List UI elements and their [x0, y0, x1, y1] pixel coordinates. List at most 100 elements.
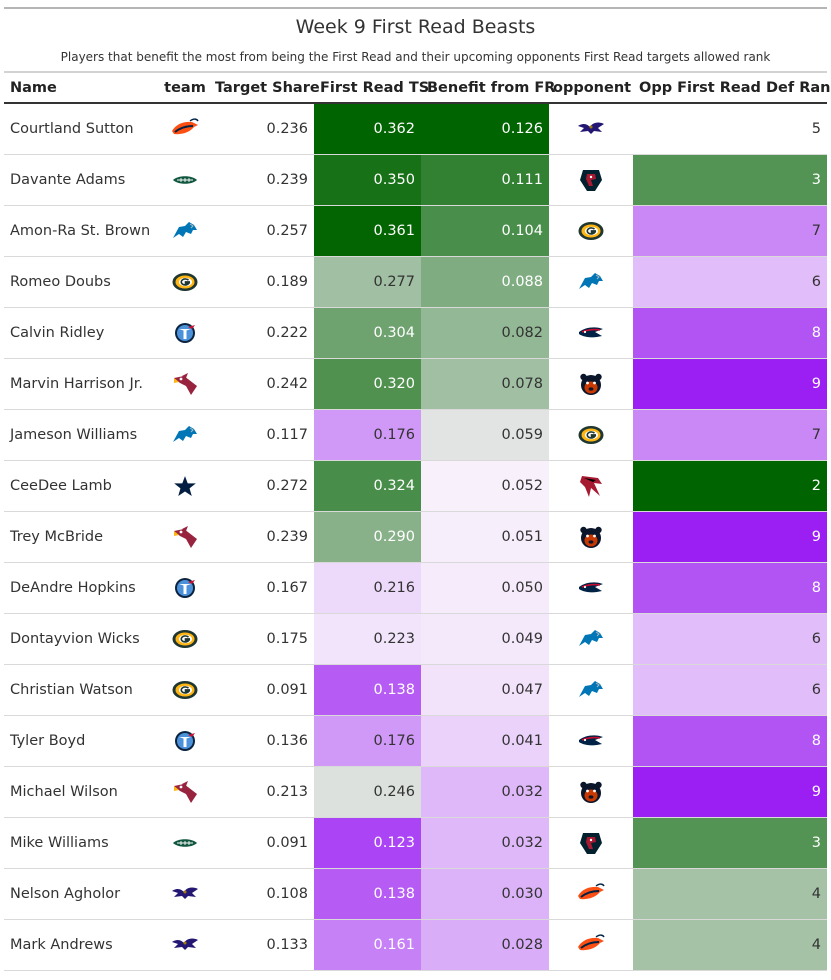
opponent-cell: [549, 715, 633, 767]
team-logo-hou-icon: [580, 833, 602, 854]
opp-rank-cell: 9: [633, 766, 827, 818]
player-name-cell: Marvin Harrison Jr.: [4, 358, 161, 410]
target-share-cell: 0.222: [209, 307, 314, 359]
team-logo-den-icon: [578, 883, 605, 900]
team-cell: [161, 358, 209, 410]
first-read-ts-cell: 0.304: [314, 307, 421, 359]
player-name-cell: Courtland Sutton: [4, 103, 161, 155]
opponent-cell: [549, 205, 633, 257]
player-name-cell: DeAndre Hopkins: [4, 562, 161, 614]
opp-rank-cell: 3: [633, 154, 827, 206]
team-logo-dal-icon: [171, 473, 199, 498]
col-header-rank: Opp First Read Def Rank: [633, 74, 831, 104]
player-name-cell: Tyler Boyd: [4, 715, 161, 767]
table-row: Michael Wilson 0.213 0.246 0.032 9: [4, 766, 827, 818]
team-logo-ari-icon: [174, 373, 197, 395]
team-logo-chi-icon: [580, 373, 602, 395]
team-cell: [161, 766, 209, 818]
team-logo-ten-icon: [175, 323, 195, 343]
table-row: Marvin Harrison Jr. 0.242 0.320 0.078 9: [4, 358, 827, 410]
opponent-cell: [549, 919, 633, 971]
table-row: Tyler Boyd 0.136 0.176 0.041 8: [4, 715, 827, 767]
opp-rank-cell: 9: [633, 358, 827, 410]
table-row: Mike Williams 0.091 0.123 0.032 3: [4, 817, 827, 869]
team-logo-gb-icon: [172, 273, 198, 291]
target-share-cell: 0.133: [209, 919, 314, 971]
target-share-cell: 0.091: [209, 664, 314, 716]
benefit-cell: 0.050: [421, 562, 549, 614]
opponent-cell: [549, 409, 633, 461]
team-cell: [161, 613, 209, 665]
opp-rank-cell: 6: [633, 613, 827, 665]
first-read-ts-cell: 0.277: [314, 256, 421, 308]
team-cell: [161, 511, 209, 563]
team-cell: [161, 715, 209, 767]
team-cell: [161, 307, 209, 359]
target-share-cell: 0.257: [209, 205, 314, 257]
team-logo-den-icon: [578, 934, 605, 951]
first-read-ts-cell: 0.223: [314, 613, 421, 665]
opponent-cell: [549, 562, 633, 614]
opp-rank-cell: 8: [633, 715, 827, 767]
col-header-benefit: Benefit from FR: [421, 74, 555, 104]
team-cell: [161, 103, 209, 155]
opponent-cell: [549, 868, 633, 920]
player-name-cell: Jameson Williams: [4, 409, 161, 461]
table-row: Romeo Doubs 0.189 0.277 0.088 6: [4, 256, 827, 308]
opponent-cell: [549, 766, 633, 818]
team-logo-nyj-icon: [173, 839, 197, 847]
table-row: Jameson Williams 0.117 0.176 0.059 7: [4, 409, 827, 461]
benefit-cell: 0.032: [421, 817, 549, 869]
opp-rank-cell: 4: [633, 868, 827, 920]
team-cell: [161, 154, 209, 206]
table-row: Christian Watson 0.091 0.138 0.047 6: [4, 664, 827, 716]
first-read-ts-cell: 0.350: [314, 154, 421, 206]
opp-rank-cell: 8: [633, 307, 827, 359]
benefit-cell: 0.041: [421, 715, 549, 767]
player-name-cell: Michael Wilson: [4, 766, 161, 818]
player-name-cell: Davante Adams: [4, 154, 161, 206]
player-name-cell: Christian Watson: [4, 664, 161, 716]
team-logo-bal-icon: [578, 122, 604, 134]
benefit-cell: 0.104: [421, 205, 549, 257]
first-read-ts-cell: 0.176: [314, 715, 421, 767]
benefit-cell: 0.088: [421, 256, 549, 308]
target-share-cell: 0.272: [209, 460, 314, 512]
table-row: DeAndre Hopkins 0.167 0.216 0.050 8: [4, 562, 827, 614]
table-row: Amon-Ra St. Brown 0.257 0.361 0.104 7: [4, 205, 827, 257]
benefit-cell: 0.059: [421, 409, 549, 461]
team-logo-ari-icon: [174, 781, 197, 803]
col-header-team: team: [161, 74, 209, 104]
header-rule: [4, 71, 827, 73]
target-share-cell: 0.239: [209, 511, 314, 563]
header-row: Name team Target Share First Read TS Ben…: [4, 74, 831, 104]
opp-rank-cell: 9: [633, 511, 827, 563]
first-read-ts-cell: 0.161: [314, 919, 421, 971]
first-read-ts-cell: 0.320: [314, 358, 421, 410]
table-row: Courtland Sutton 0.236 0.362 0.126 5: [4, 103, 827, 155]
table-row: Calvin Ridley 0.222 0.304 0.082 8: [4, 307, 827, 359]
target-share-cell: 0.175: [209, 613, 314, 665]
opponent-cell: [549, 664, 633, 716]
team-logo-atl-icon: [580, 476, 602, 497]
team-logo-bal-icon: [172, 938, 198, 950]
target-share-cell: 0.242: [209, 358, 314, 410]
col-header-opponent: opponent: [549, 74, 633, 104]
target-share-cell: 0.213: [209, 766, 314, 818]
team-logo-det-icon: [579, 681, 603, 697]
first-read-ts-cell: 0.123: [314, 817, 421, 869]
table-row: Trey McBride 0.239 0.290 0.051 9: [4, 511, 827, 563]
team-logo-nyj-icon: [173, 176, 197, 184]
col-header-first-read-ts: First Read TS: [314, 74, 429, 104]
team-cell: [161, 919, 209, 971]
target-share-cell: 0.239: [209, 154, 314, 206]
team-logo-bal-icon: [172, 887, 198, 899]
team-logo-gb-icon: [172, 630, 198, 648]
target-share-cell: 0.108: [209, 868, 314, 920]
opponent-cell: [549, 103, 633, 155]
benefit-cell: 0.052: [421, 460, 549, 512]
target-share-cell: 0.167: [209, 562, 314, 614]
team-logo-ten-icon: [175, 578, 195, 598]
team-logo-chi-icon: [580, 526, 602, 548]
